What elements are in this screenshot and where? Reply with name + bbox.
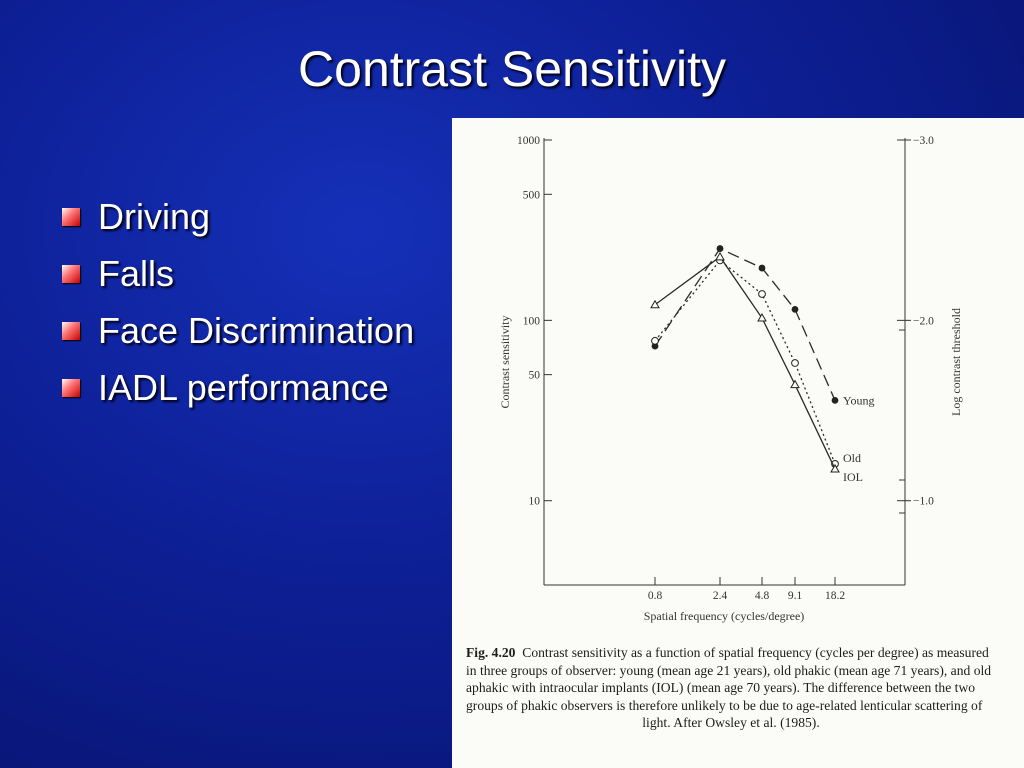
x-tick-label: 4.8 <box>755 590 770 602</box>
bullet-item: Face Discrimination <box>62 302 414 359</box>
bullet-text: Driving <box>98 195 211 237</box>
y-tick-label-left: 500 <box>523 189 541 201</box>
bullet-item: Falls <box>62 245 414 302</box>
y-tick-label-right: −2.0 <box>913 315 934 327</box>
bullet-item: Driving <box>62 188 414 245</box>
caption-label: Fig. 4.20 <box>466 645 516 660</box>
bullet-text: IADL performance <box>98 366 389 408</box>
y-tick-label-right: −3.0 <box>913 135 934 147</box>
bullet-square-icon <box>62 321 80 340</box>
slide-title: Contrast Sensitivity <box>298 41 726 97</box>
series-label-iol: IOL <box>843 470 863 484</box>
contrast-sensitivity-chart: 1000 500 100 50 10 −3.0 −2.0 −1.0 0.8 2.4 4.8 9.1 18… <box>498 135 963 623</box>
y-tick-label-left: 100 <box>523 315 541 327</box>
data-point-young <box>651 342 659 350</box>
y-tick-label-left: 10 <box>529 496 541 508</box>
bullet-text: Face Discrimination <box>98 309 415 351</box>
x-tick-label: 2.4 <box>713 590 728 602</box>
bullet-square-icon <box>62 378 80 397</box>
data-point-young <box>758 264 766 272</box>
x-tick-label: 9.1 <box>788 590 803 602</box>
data-point-iol <box>757 313 767 322</box>
x-axis-label: Spatial frequency (cycles/degree) <box>644 609 805 623</box>
series-line-old <box>654 259 836 465</box>
bullet-square-icon <box>62 264 80 283</box>
data-point-iol <box>830 463 840 473</box>
y-tick-label-left: 1000 <box>517 135 540 147</box>
x-tick-label: 0.8 <box>648 590 663 602</box>
figure-caption: Fig. 4.20 Contrast sensitivity as a func… <box>466 644 996 732</box>
y-tick-label-right: −1.0 <box>913 496 934 508</box>
data-point-old <box>791 359 799 367</box>
y-axis-label-right: Log contrast threshold <box>949 308 963 416</box>
y-tick-label-left: 50 <box>529 370 541 382</box>
data-point-iol <box>650 299 660 309</box>
data-point-iol <box>790 379 800 389</box>
y-axis-label-left: Contrast sensitivity <box>498 316 512 409</box>
data-point-young <box>791 306 799 313</box>
caption-text: Contrast sensitivity as a function of sp… <box>466 645 992 713</box>
figure-panel: 1000 500 100 50 10 −3.0 −2.0 −1.0 0.8 2.4 4.8 9.1 18… <box>452 118 1024 768</box>
data-point-iol <box>715 251 725 261</box>
data-point-old <box>651 336 659 345</box>
series-label-old: Old <box>843 451 861 465</box>
series-line-iol <box>654 255 836 470</box>
series-label-young: Young <box>843 393 874 407</box>
data-point-young <box>831 396 839 404</box>
series-line-young <box>654 247 836 401</box>
bullet-text: Falls <box>98 252 175 294</box>
bullet-item: IADL performance <box>62 359 414 416</box>
data-point-old <box>758 290 766 298</box>
caption-end: light. After Owsley et al. (1985). <box>642 715 820 731</box>
bullet-square-icon <box>62 207 80 226</box>
data-point-young <box>716 245 724 252</box>
bullet-list: Driving Falls Face Discrimination IADL p… <box>62 188 414 416</box>
x-tick-label: 18.2 <box>825 590 845 602</box>
